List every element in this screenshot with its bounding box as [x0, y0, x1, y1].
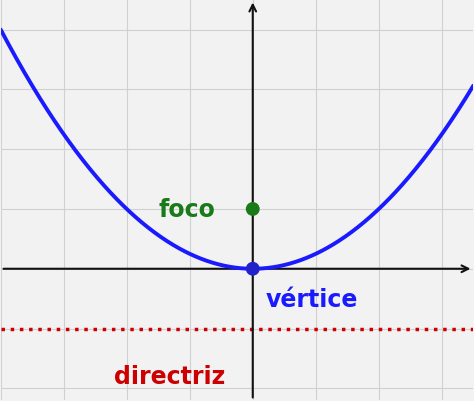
Text: foco: foco	[158, 197, 215, 221]
Point	[249, 266, 256, 272]
Text: directriz: directriz	[114, 365, 225, 389]
Point	[249, 206, 256, 213]
Text: vértice: vértice	[265, 287, 358, 311]
